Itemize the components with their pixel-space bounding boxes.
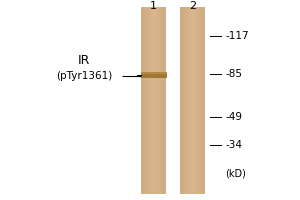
Bar (156, 7, 157, 194)
Text: -49: -49 (225, 112, 242, 122)
Bar (155, 7, 156, 194)
Bar (144, 7, 145, 194)
Bar (188, 7, 189, 194)
Text: (pTyr1361): (pTyr1361) (56, 71, 112, 81)
Text: -85: -85 (225, 69, 242, 79)
Bar (166, 7, 167, 194)
Bar (143, 7, 144, 194)
Bar (142, 7, 143, 194)
Bar (154, 7, 155, 194)
Text: IR: IR (78, 54, 90, 67)
Bar (189, 7, 190, 194)
Bar (185, 7, 186, 194)
Bar (184, 7, 185, 194)
Bar (157, 7, 158, 194)
Text: 1: 1 (150, 1, 157, 11)
Bar (154, 7, 155, 194)
Bar (147, 7, 148, 194)
Bar (141, 7, 142, 194)
Bar (194, 7, 195, 194)
Bar (145, 7, 146, 194)
Text: (kD): (kD) (225, 168, 246, 178)
Text: -117: -117 (225, 31, 249, 41)
Text: 2: 2 (189, 1, 196, 11)
Bar (183, 7, 184, 194)
Bar (186, 7, 187, 194)
Bar (198, 7, 199, 194)
Bar (199, 7, 200, 194)
Bar (161, 7, 162, 194)
Bar (202, 7, 203, 194)
Bar (181, 7, 182, 194)
Bar (160, 7, 161, 194)
Bar (164, 7, 165, 194)
Bar (200, 7, 201, 194)
Bar (148, 7, 149, 194)
Bar (204, 7, 205, 194)
Bar (187, 7, 188, 194)
Bar (197, 7, 198, 194)
Bar (203, 7, 204, 194)
Bar (163, 7, 164, 194)
Bar (180, 7, 181, 194)
Bar (202, 7, 203, 194)
Bar (195, 7, 196, 194)
Bar (165, 7, 166, 194)
Bar (192, 7, 193, 194)
Bar (160, 7, 161, 194)
Bar (196, 7, 197, 194)
Bar (150, 7, 151, 194)
Text: -34: -34 (225, 140, 242, 150)
Bar (158, 7, 159, 194)
Bar (162, 7, 163, 194)
Bar (153, 7, 154, 194)
Bar (182, 7, 183, 194)
Bar (196, 7, 197, 194)
Bar (141, 72, 167, 74)
Bar (149, 7, 150, 194)
Bar (190, 7, 191, 194)
Bar (146, 7, 147, 194)
Bar (151, 7, 152, 194)
Bar (201, 7, 202, 194)
Bar (193, 7, 194, 194)
Bar (143, 7, 144, 194)
Bar (205, 7, 206, 194)
Bar (159, 7, 160, 194)
Bar (191, 7, 192, 194)
Bar (141, 72, 167, 78)
Bar (152, 7, 153, 194)
